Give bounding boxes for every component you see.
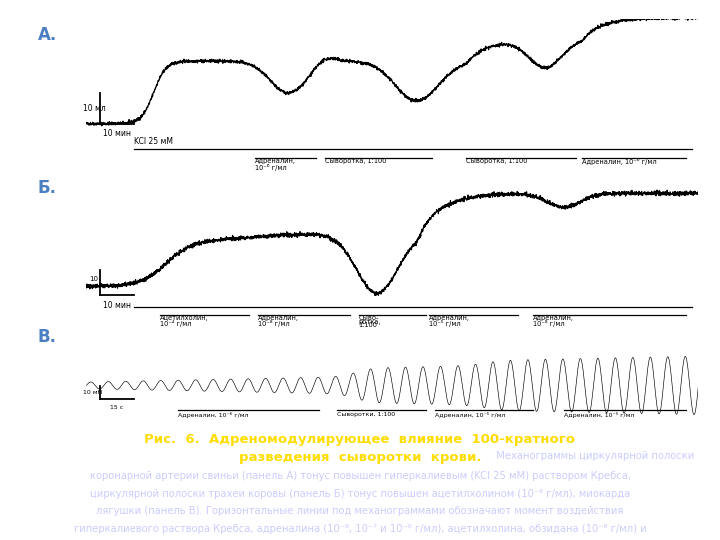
- Text: Адреналин,: Адреналин,: [255, 158, 296, 165]
- Text: коронарной артерии свиньи (панель А) тонус повышен гиперкалиевым (KCl 25 мМ) рас: коронарной артерии свиньи (панель А) тон…: [89, 471, 631, 481]
- Text: Адреналин, 10⁻⁵ г/мл: Адреналин, 10⁻⁵ г/мл: [435, 412, 505, 418]
- Text: Сыворотка, 1:100: Сыворотка, 1:100: [325, 158, 387, 165]
- Text: 10⁻⁶ г/мл: 10⁻⁶ г/мл: [255, 164, 287, 171]
- Text: 10⁻⁴ г/мл: 10⁻⁴ г/мл: [160, 320, 192, 327]
- Text: А.: А.: [37, 26, 57, 44]
- Text: Механограммы циркулярной полоски: Механограммы циркулярной полоски: [490, 451, 694, 462]
- Text: 10 мл: 10 мл: [83, 104, 106, 113]
- Text: Б.: Б.: [37, 179, 56, 198]
- Text: 10⁻⁵ г/мл: 10⁻⁵ г/мл: [429, 320, 461, 327]
- Text: Адреналин,: Адреналин,: [533, 315, 574, 321]
- Text: 10 мин: 10 мин: [103, 301, 131, 310]
- Text: Адреналин, 10⁻⁵ г/мл: Адреналин, 10⁻⁵ г/мл: [564, 412, 634, 418]
- Text: KCl 25 мМ: KCl 25 мМ: [133, 137, 173, 146]
- Text: В.: В.: [37, 328, 56, 346]
- Text: Адреналин,: Адреналин,: [429, 315, 470, 321]
- Text: Сыво-: Сыво-: [359, 315, 379, 321]
- Text: Ацетилхолин,: Ацетилхолин,: [160, 315, 209, 321]
- Text: гиперкалиевого раствора Кребса, адреналина (10⁻⁸, 10⁻⁷ и 10⁻⁶ г/мл), ацетилхолин: гиперкалиевого раствора Кребса, адренали…: [73, 524, 647, 534]
- Text: лягушки (панель В). Горизонтальные линии под механограммами обозначают момент во: лягушки (панель В). Горизонтальные линии…: [96, 507, 624, 516]
- Text: разведения  сыворотки  крови.: разведения сыворотки крови.: [239, 451, 481, 464]
- Text: Рис.  6.  Адреномодулирующее  влияние  100-кратного: Рис. 6. Адреномодулирующее влияние 100-к…: [145, 433, 575, 446]
- Text: 10 мН: 10 мН: [83, 389, 102, 395]
- Text: Адреналин, 10⁻⁶ г/мл: Адреналин, 10⁻⁶ г/мл: [582, 158, 657, 165]
- Text: Адреналин,: Адреналин,: [258, 315, 299, 321]
- Text: Сыворотка, 1:100: Сыворотка, 1:100: [466, 158, 527, 165]
- Text: 15 с: 15 с: [110, 404, 124, 410]
- Text: 10
мл: 10 мл: [89, 276, 99, 289]
- Text: Адреналин, 10⁻⁶ г/мл: Адреналин, 10⁻⁶ г/мл: [179, 412, 248, 418]
- Text: ротка,: ротка,: [359, 319, 381, 325]
- Text: 10⁻⁸ г/мл: 10⁻⁸ г/мл: [258, 320, 289, 327]
- Text: циркулярной полоски трахеи коровы (панель Б) тонус повышен ацетилхолином (10⁻⁶ г: циркулярной полоски трахеи коровы (панел…: [90, 489, 630, 499]
- Text: Сыворотки, 1:100: Сыворотки, 1:100: [337, 412, 395, 417]
- Text: 10 мин: 10 мин: [103, 130, 131, 138]
- Text: 10⁻⁸ г/мл: 10⁻⁸ г/мл: [533, 320, 564, 327]
- Text: 1:100: 1:100: [359, 322, 378, 328]
